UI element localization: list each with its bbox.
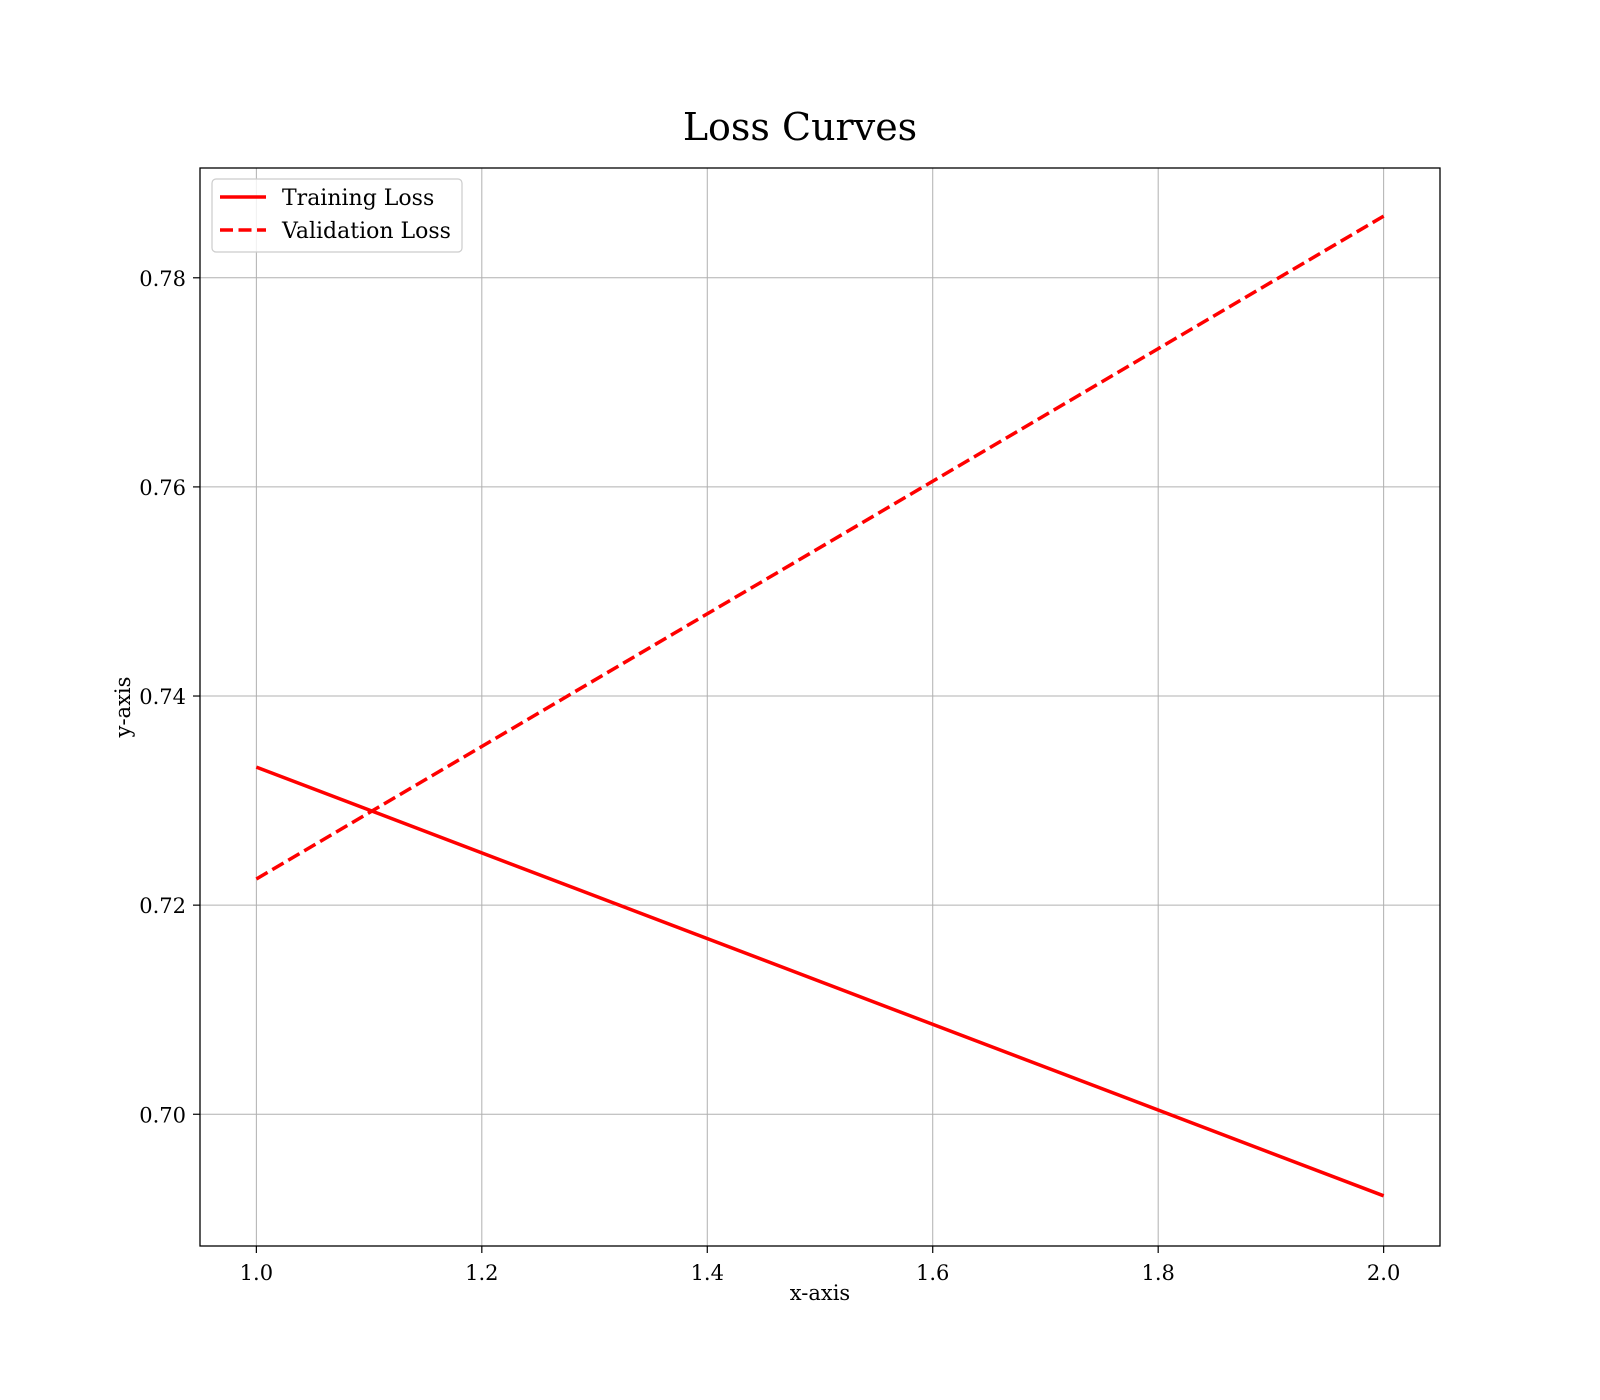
legend-label-validation-loss: Validation Loss [281, 219, 451, 244]
x-tick-label: 1.0 [240, 1261, 273, 1285]
y-tick-label: 0.72 [139, 894, 186, 918]
grid [200, 168, 1440, 1246]
series-layer [255, 214, 1385, 1198]
y-tick-label: 0.76 [139, 476, 186, 500]
chart-title: Loss Curves [683, 105, 917, 149]
y-tick-label: 0.70 [139, 1103, 186, 1127]
series-line-validation-loss [255, 214, 1385, 881]
plot-frame [199, 167, 1441, 1247]
series-line-training-loss [255, 765, 1385, 1198]
x-tick-label: 1.2 [465, 1261, 498, 1285]
legend: Training Loss Validation Loss [211, 178, 463, 253]
axis-ticks: 1.0 1.2 1.4 1.6 1.8 2.0 0.70 0.72 0.74 0.76 0.78 [139, 267, 1400, 1285]
legend-label-training-loss: Training Loss [282, 186, 434, 211]
x-tick-label: 2.0 [1367, 1261, 1400, 1285]
x-axis-label: x-axis [790, 1281, 850, 1305]
y-tick-label: 0.74 [139, 685, 186, 709]
x-tick-label: 1.4 [691, 1261, 724, 1285]
x-tick-label: 1.8 [1141, 1261, 1174, 1285]
legend-frame [211, 178, 463, 253]
x-tick-label: 1.6 [916, 1261, 949, 1285]
y-axis-label: y-axis [111, 677, 135, 739]
y-tick-label: 0.78 [139, 267, 186, 291]
